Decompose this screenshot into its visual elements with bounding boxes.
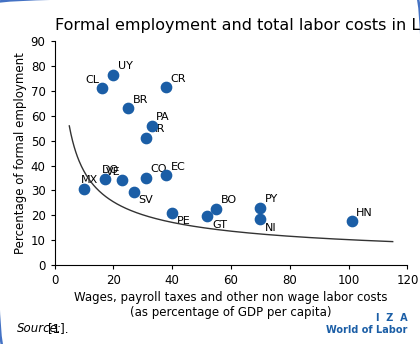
- Text: EC: EC: [171, 162, 186, 172]
- Point: [142, 136, 149, 141]
- Text: PE: PE: [176, 216, 190, 226]
- Point: [98, 86, 105, 91]
- Text: UY: UY: [118, 61, 133, 71]
- Text: HN: HN: [356, 208, 373, 218]
- Text: DO: DO: [102, 165, 119, 175]
- Text: CL: CL: [86, 75, 100, 85]
- Point: [148, 123, 155, 129]
- Point: [163, 85, 170, 90]
- Point: [125, 106, 131, 111]
- Point: [163, 173, 170, 178]
- Text: Source:: Source:: [17, 322, 62, 335]
- Text: BO: BO: [221, 195, 237, 205]
- Text: PA: PA: [156, 112, 170, 122]
- Text: AR: AR: [150, 125, 165, 135]
- Text: MX: MX: [81, 175, 98, 185]
- X-axis label: Wages, payroll taxes and other non wage labor costs
(as percentage of GDP per ca: Wages, payroll taxes and other non wage …: [74, 291, 388, 319]
- Point: [169, 210, 176, 215]
- Point: [257, 216, 264, 222]
- Text: CO: CO: [150, 164, 167, 174]
- Text: CR: CR: [171, 74, 186, 84]
- Text: GT: GT: [212, 220, 227, 230]
- Text: PY: PY: [265, 194, 278, 204]
- Point: [204, 214, 211, 219]
- Point: [142, 175, 149, 181]
- Point: [119, 178, 126, 183]
- Point: [257, 205, 264, 211]
- Point: [81, 186, 87, 192]
- Text: Formal employment and total labor costs in Latin America: Formal employment and total labor costs …: [55, 18, 420, 33]
- Point: [131, 189, 137, 194]
- Point: [213, 206, 220, 212]
- Text: VE: VE: [106, 167, 121, 177]
- Text: BR: BR: [133, 95, 148, 105]
- Text: NI: NI: [265, 223, 276, 233]
- Point: [110, 72, 117, 78]
- Text: I  Z  A
World of Labor: I Z A World of Labor: [326, 313, 407, 335]
- Point: [101, 176, 108, 182]
- Y-axis label: Percentage of formal employment: Percentage of formal employment: [13, 52, 26, 254]
- Text: SV: SV: [139, 195, 153, 205]
- Text: [1].: [1].: [48, 322, 69, 335]
- Point: [348, 219, 355, 224]
